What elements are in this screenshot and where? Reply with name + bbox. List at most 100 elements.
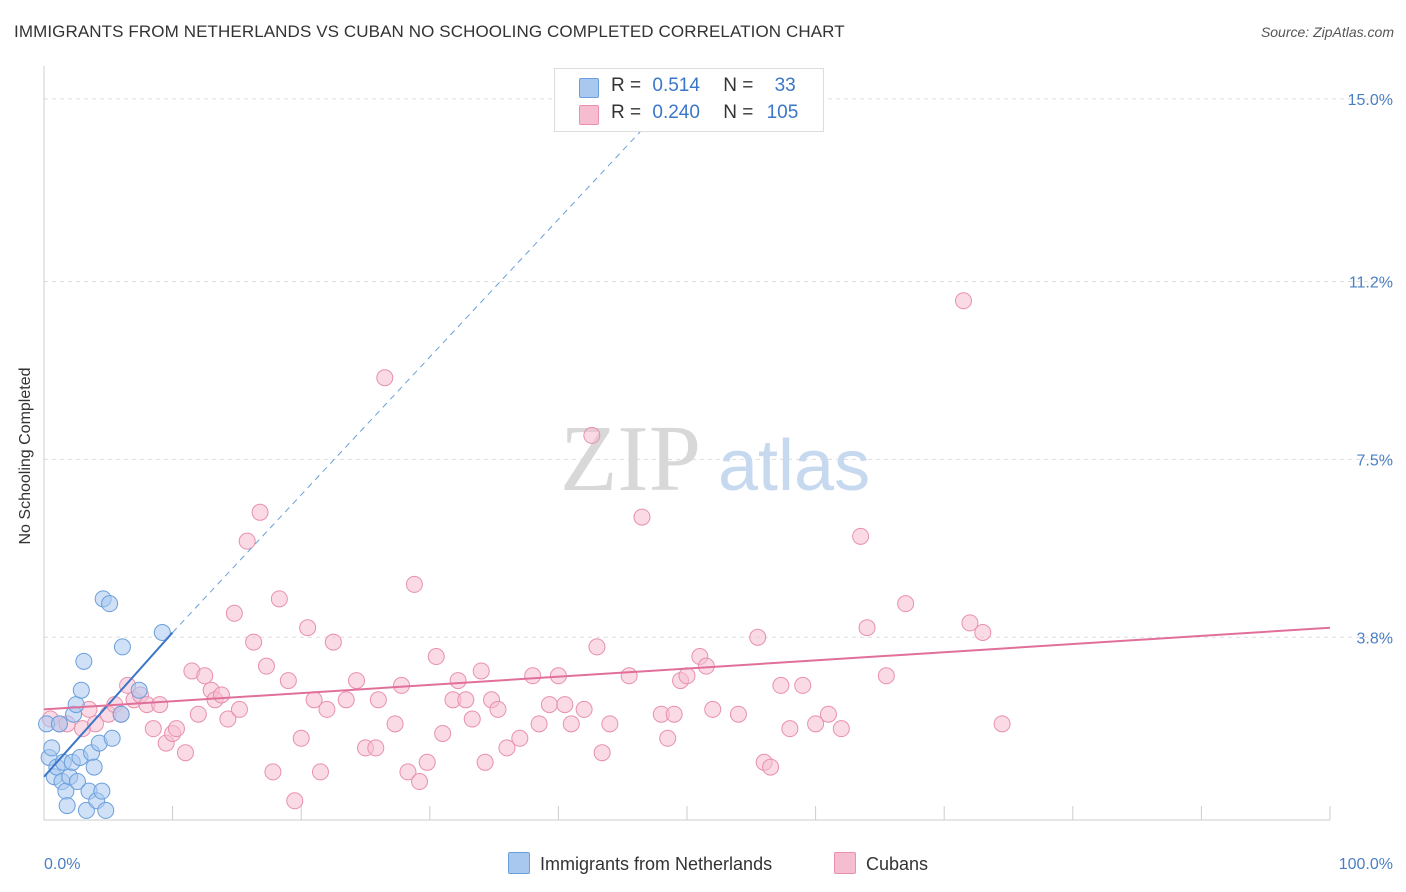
cubans-point: [463, 710, 481, 728]
cubans-point: [238, 532, 256, 550]
cubans-point: [457, 691, 475, 709]
bottom-legend-swatch-cubans: [834, 852, 856, 874]
legend-r-label: R =: [611, 102, 642, 123]
cubans-point: [286, 792, 304, 810]
cubans-point: [665, 705, 683, 723]
y-tick-label: 11.2%: [1349, 275, 1393, 292]
cubans-point: [633, 508, 651, 526]
cubans-point: [562, 715, 580, 733]
cubans-point: [405, 575, 423, 593]
y-tick-label: 7.5%: [1357, 452, 1393, 469]
cubans-point: [324, 633, 342, 651]
cubans-point: [489, 700, 507, 718]
cubans-point: [212, 686, 230, 704]
cubans-point: [292, 729, 310, 747]
cubans-point: [524, 667, 542, 685]
cubans-point: [897, 595, 915, 613]
netherlands-point: [85, 758, 103, 776]
cubans-point: [762, 758, 780, 776]
cubans-point: [729, 705, 747, 723]
bottom-legend-label-cubans: Cubans: [866, 854, 929, 874]
cubans-point: [189, 705, 207, 723]
cubans-point: [399, 763, 417, 781]
netherlands-point: [50, 715, 68, 733]
cubans-point: [974, 624, 992, 641]
bottom-legend-swatch-netherlands: [508, 852, 530, 874]
cubans-point: [575, 700, 593, 718]
cubans-point: [807, 715, 825, 733]
cubans-point: [347, 672, 365, 690]
cubans-point: [852, 527, 870, 545]
netherlands-point: [68, 773, 86, 791]
legend-swatch-netherlands: [579, 78, 599, 98]
cubans-point: [167, 720, 185, 738]
y-axis-label: No Schooling Completed: [17, 367, 34, 545]
cubans-point: [678, 667, 696, 685]
cubans-point: [176, 744, 194, 762]
grid-lines: [44, 98, 1392, 638]
watermark-atlas: atlas: [718, 426, 870, 506]
cubans-point: [270, 590, 288, 608]
chart-title: IMMIGRANTS FROM NETHERLANDS VS CUBAN NO …: [14, 22, 845, 41]
legend-n-value: 105: [766, 102, 799, 123]
cubans-point: [386, 715, 404, 733]
netherlands-point: [67, 696, 85, 714]
cubans-point: [318, 700, 336, 718]
cubans-point: [588, 638, 606, 656]
legend-text-cubans: R = 0.240 N = 105: [611, 102, 798, 124]
cubans-point: [411, 773, 429, 791]
netherlands-point: [112, 705, 130, 723]
legend-swatch-cubans: [579, 105, 599, 125]
cubans-point: [251, 503, 269, 521]
x-tick-label-max: 100.0%: [1339, 856, 1393, 873]
cubans-point: [556, 696, 574, 714]
cubans-point: [86, 715, 104, 733]
cubans-point: [704, 700, 722, 718]
cubans-point: [144, 720, 162, 738]
cubans-point: [230, 700, 248, 718]
cubans-point: [593, 744, 611, 762]
x-tick-label-min: 0.0%: [44, 856, 80, 873]
netherlands-point: [72, 681, 90, 699]
cubans-point: [369, 691, 387, 709]
cubans-point: [511, 729, 529, 747]
cubans-point: [257, 657, 275, 675]
legend-r-value: 0.240: [652, 102, 700, 123]
cubans-point: [476, 753, 494, 771]
cubans-point: [620, 667, 638, 685]
cubans-point: [151, 696, 169, 714]
y-tick-labels: 3.8% 7.5% 11.2% 15.0%: [1348, 92, 1393, 647]
cubans-point: [530, 715, 548, 733]
cubans-point: [299, 619, 317, 637]
cubans-point: [219, 710, 237, 728]
cubans-point: [749, 628, 767, 646]
cubans-point: [858, 619, 876, 637]
bottom-legend-label-netherlands: Immigrants from Netherlands: [540, 854, 773, 874]
cubans-point: [781, 720, 799, 738]
bottom-legend-netherlands: Immigrants from Netherlands: [508, 852, 772, 875]
cubans-point: [245, 633, 263, 651]
cubans-point: [225, 604, 243, 622]
netherlands-point: [101, 595, 119, 613]
cubans-point: [196, 667, 214, 685]
cubans-point: [376, 369, 394, 387]
cubans-point: [279, 672, 297, 690]
netherlands-point: [75, 652, 93, 670]
legend-r-label: R =: [611, 75, 642, 96]
cubans-point: [794, 676, 812, 694]
netherlands-point: [43, 739, 61, 757]
legend-n-label: N =: [723, 102, 754, 123]
cubans-point: [264, 763, 282, 781]
netherlands-point: [130, 681, 148, 699]
cubans-point: [659, 729, 677, 747]
cubans-point: [418, 753, 436, 771]
cubans-point: [961, 614, 979, 632]
cubans-point: [601, 715, 619, 733]
cubans-point: [772, 676, 790, 694]
cubans-point: [954, 292, 972, 310]
legend-n-value: 33: [774, 75, 796, 96]
cubans-point: [337, 691, 355, 709]
cubans-point: [427, 648, 445, 666]
cubans-point: [832, 720, 850, 738]
netherlands-point: [58, 797, 76, 815]
